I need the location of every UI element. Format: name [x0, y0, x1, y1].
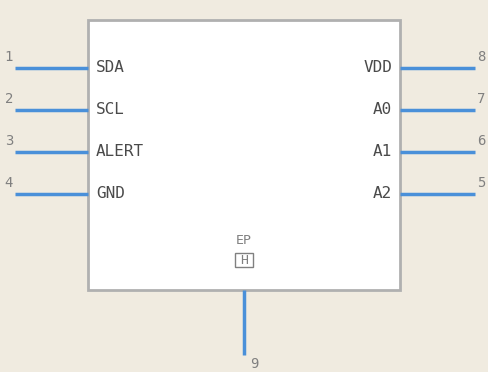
Text: H: H — [240, 253, 248, 266]
Text: GND: GND — [96, 186, 125, 202]
Text: 2: 2 — [4, 92, 13, 106]
Text: SDA: SDA — [96, 61, 125, 76]
Text: EP: EP — [236, 234, 252, 247]
Text: 9: 9 — [250, 357, 258, 371]
Text: A1: A1 — [373, 144, 392, 160]
FancyBboxPatch shape — [88, 20, 400, 290]
Text: A2: A2 — [373, 186, 392, 202]
FancyBboxPatch shape — [235, 253, 253, 267]
Text: 7: 7 — [477, 92, 486, 106]
Text: 3: 3 — [4, 134, 13, 148]
Text: 4: 4 — [4, 176, 13, 190]
Text: A0: A0 — [373, 103, 392, 118]
Text: 1: 1 — [4, 50, 13, 64]
Text: 8: 8 — [477, 50, 486, 64]
Text: ALERT: ALERT — [96, 144, 144, 160]
Text: SCL: SCL — [96, 103, 125, 118]
Text: 5: 5 — [477, 176, 486, 190]
Text: VDD: VDD — [363, 61, 392, 76]
Text: 6: 6 — [477, 134, 486, 148]
